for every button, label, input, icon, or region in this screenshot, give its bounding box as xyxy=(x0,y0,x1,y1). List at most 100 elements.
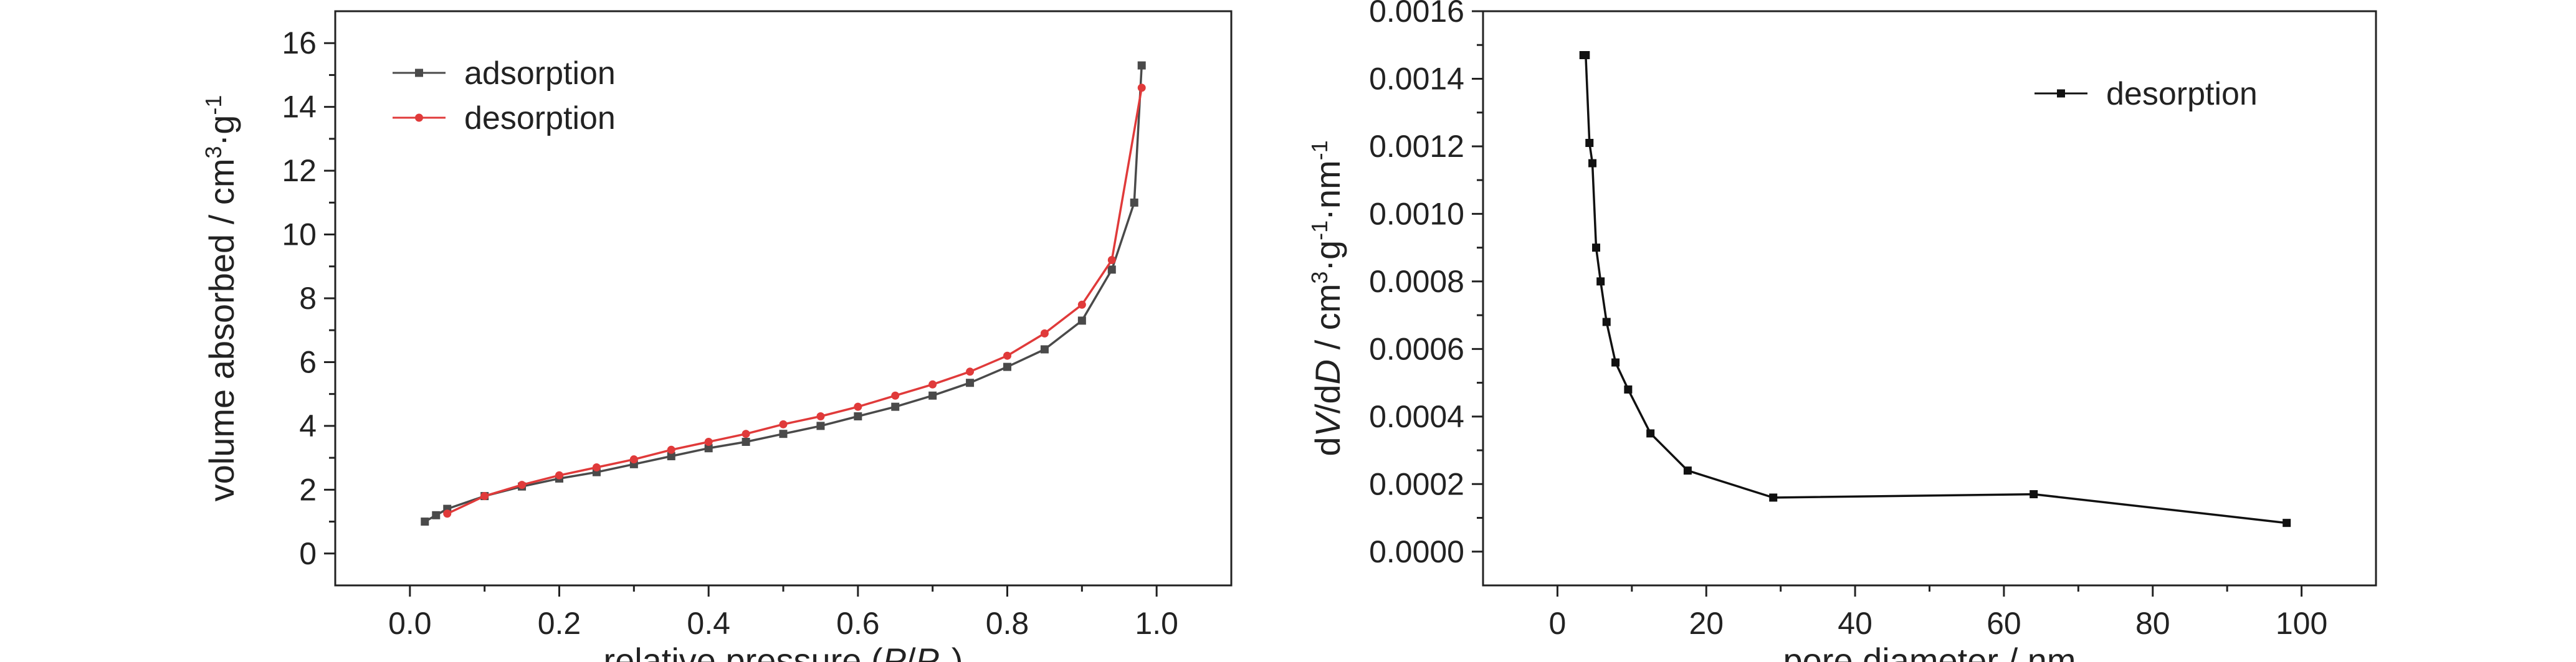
x-tick-label: 0 xyxy=(1549,606,1567,641)
y-tick-label: 0.0008 xyxy=(1369,264,1464,299)
data-point xyxy=(1107,256,1116,265)
data-point xyxy=(443,509,452,518)
y-tick-label: 6 xyxy=(299,344,317,379)
data-point xyxy=(629,455,638,464)
series-group xyxy=(1579,51,2291,527)
legend-marker-adsorption xyxy=(415,69,423,77)
x-axis-title: pore diameter / nm xyxy=(1783,641,2076,662)
data-point xyxy=(1077,316,1086,325)
data-point xyxy=(1602,318,1611,326)
legend: adsorption desorption xyxy=(393,55,616,136)
legend: desorption xyxy=(2035,76,2258,112)
data-point xyxy=(779,420,788,428)
x-tick-label: 0.4 xyxy=(687,606,730,641)
pore-distribution-chart: 0.0000 0.0002 0.0004 0.0006 0.0008 0.0010 0.00… xyxy=(1307,0,2377,662)
data-point xyxy=(592,463,601,471)
data-point xyxy=(704,444,713,453)
isotherm-chart: 0 2 4 6 8 10 12 14 16 0.0 0.2 0.4 0.6 0.8 1.0 adsorpt… xyxy=(201,10,1233,662)
data-point xyxy=(555,471,563,480)
data-point xyxy=(891,402,900,411)
x-axis-title: relative pressure (P/P0) xyxy=(603,641,963,662)
y-tick-label: 0.0010 xyxy=(1369,196,1464,231)
y-tick-label: 8 xyxy=(299,281,317,316)
y-tick-label: 0.0004 xyxy=(1369,399,1464,434)
y-tick-label: 10 xyxy=(282,217,317,252)
series-group xyxy=(421,61,1146,526)
data-point xyxy=(966,367,975,376)
y-axis-ticks: 0 2 4 6 8 10 12 14 16 xyxy=(282,26,335,571)
data-point xyxy=(928,391,937,400)
data-point xyxy=(742,430,750,438)
y-axis-ticks: 0.0000 0.0002 0.0004 0.0006 0.0008 0.0010 0.00… xyxy=(1369,0,1483,569)
x-tick-label: 40 xyxy=(1838,606,1872,641)
y-tick-label: 0.0014 xyxy=(1369,61,1464,96)
y-axis-title: dV/dD / cm3·g-1·nm-1 xyxy=(1307,140,1347,456)
data-point xyxy=(891,391,900,400)
data-point xyxy=(854,412,862,421)
x-tick-label: 0.2 xyxy=(538,606,581,641)
data-point xyxy=(1581,51,1590,60)
legend-label-adsorption: adsorption xyxy=(464,55,616,92)
data-point xyxy=(1003,362,1011,371)
data-point xyxy=(704,438,713,446)
data-point xyxy=(2283,519,2291,527)
series-line-desorption xyxy=(447,87,1143,515)
y-tick-label: 12 xyxy=(282,153,317,188)
data-point xyxy=(432,511,441,519)
y-tick-label: 14 xyxy=(282,90,317,125)
x-tick-label: 0.0 xyxy=(388,606,432,641)
data-point xyxy=(1611,358,1620,367)
legend-label-desorption: desorption xyxy=(2106,76,2258,112)
x-axis-ticks: 0.0 0.2 0.4 0.6 0.8 1.0 xyxy=(388,585,1178,641)
data-point xyxy=(1077,300,1086,309)
data-point xyxy=(1585,139,1594,148)
x-tick-label: 100 xyxy=(2276,606,2327,641)
series-line-desorption xyxy=(1583,54,2287,524)
data-point xyxy=(1592,244,1601,252)
legend-marker-desorption xyxy=(415,113,423,122)
data-point xyxy=(421,518,429,526)
y-tick-label: 0.0000 xyxy=(1369,534,1464,569)
data-point xyxy=(779,430,788,438)
data-point xyxy=(742,438,750,446)
data-point xyxy=(854,402,862,411)
y-tick-label: 0.0006 xyxy=(1369,331,1464,366)
x-tick-label: 0.6 xyxy=(836,606,880,641)
y-tick-label: 4 xyxy=(299,409,317,443)
data-point xyxy=(816,412,825,421)
data-point xyxy=(1596,277,1605,286)
y-tick-label: 0 xyxy=(299,536,317,571)
x-tick-label: 0.8 xyxy=(986,606,1029,641)
data-point xyxy=(1588,159,1597,168)
x-tick-label: 20 xyxy=(1689,606,1724,641)
data-point xyxy=(667,452,675,461)
data-point xyxy=(1683,466,1692,475)
y-tick-label: 0.0016 xyxy=(1369,0,1464,29)
data-point xyxy=(2030,490,2038,499)
y-axis-title: volume absorbed / cm3·g-1 xyxy=(201,95,241,502)
data-point xyxy=(1646,429,1655,438)
data-point xyxy=(518,481,527,489)
data-point xyxy=(1040,345,1049,354)
data-point xyxy=(1003,351,1011,360)
y-tick-label: 0.0012 xyxy=(1369,129,1464,164)
legend-marker-desorption xyxy=(2057,89,2065,98)
x-tick-label: 80 xyxy=(2135,606,2170,641)
data-point xyxy=(1769,493,1778,502)
data-point xyxy=(966,379,975,387)
data-point xyxy=(1107,265,1116,274)
y-tick-label: 2 xyxy=(299,472,317,507)
y-tick-label: 16 xyxy=(282,26,317,60)
data-point xyxy=(1137,61,1146,70)
data-point xyxy=(928,380,937,389)
x-tick-label: 1.0 xyxy=(1135,606,1178,641)
data-point xyxy=(1624,385,1633,394)
data-point xyxy=(816,422,825,430)
data-point xyxy=(1137,83,1146,92)
legend-label-desorption: desorption xyxy=(464,100,616,136)
y-tick-label: 0.0002 xyxy=(1369,466,1464,501)
x-axis-ticks: 0 20 40 60 80 100 xyxy=(1549,585,2327,641)
data-point xyxy=(667,445,675,454)
data-point xyxy=(1130,198,1138,207)
